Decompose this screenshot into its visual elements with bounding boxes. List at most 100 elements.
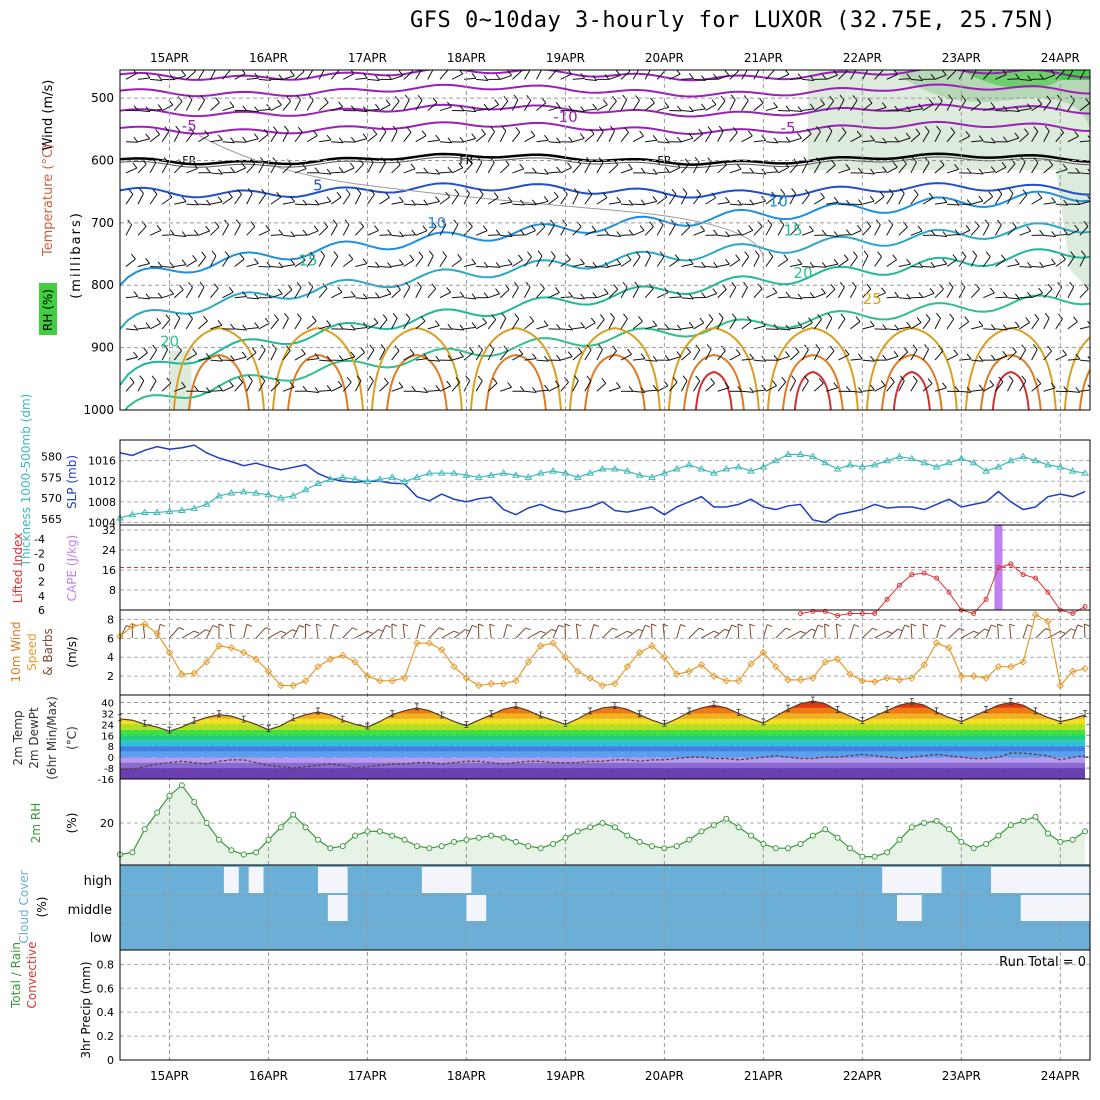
minmax-mark	[711, 700, 716, 708]
precip-tick: 0	[107, 1054, 114, 1067]
wind-barb	[1027, 291, 1032, 298]
wind-barb	[459, 351, 464, 358]
wind-barb	[633, 390, 646, 393]
wind-barb	[589, 128, 595, 135]
wind-barb	[705, 131, 713, 143]
wind-barb	[435, 196, 440, 202]
axis-label: (%)	[35, 897, 49, 918]
wind-barb	[954, 386, 960, 392]
wind-barb	[681, 351, 691, 361]
wind-barb	[1046, 95, 1052, 102]
wind-barb	[633, 358, 646, 361]
rh-point	[611, 824, 618, 831]
wind-barb	[777, 224, 785, 236]
wind-barb	[149, 229, 162, 236]
wind-barb	[729, 70, 739, 80]
wind-barb	[229, 101, 235, 108]
wind-barb	[477, 157, 483, 163]
wind-barb	[451, 381, 461, 392]
wind-barb	[608, 350, 617, 361]
wind-barb	[246, 138, 259, 143]
wind-barb	[492, 377, 498, 384]
minmax-mark	[315, 707, 320, 715]
wind-barb	[596, 266, 609, 268]
wind-barb	[995, 166, 1007, 174]
wind-barb	[217, 134, 223, 141]
wind-barb	[821, 73, 827, 80]
wind-barb	[488, 293, 500, 299]
wind-barb	[550, 251, 556, 257]
wind-barb	[1007, 263, 1020, 268]
wind-barb	[253, 133, 259, 140]
wind-barb	[379, 197, 390, 205]
wind-barb	[657, 171, 670, 174]
minmax-mark	[984, 706, 989, 713]
wind-speed-point	[833, 655, 842, 663]
wind-barb	[455, 376, 461, 383]
wind-barb	[415, 286, 422, 298]
wind-barb	[399, 196, 404, 203]
wind-barb	[867, 97, 873, 104]
wind-barb-10m	[1035, 628, 1047, 639]
date-label-bottom: 17APR	[348, 1069, 387, 1083]
wind-barb	[125, 224, 133, 236]
wind-barb	[893, 351, 899, 357]
wind-barb	[910, 230, 923, 236]
wind-barb	[434, 320, 440, 326]
wind-barb	[753, 139, 766, 143]
wind-barb	[380, 344, 386, 350]
wind-barb	[350, 324, 356, 331]
wind-barb	[730, 94, 736, 101]
wind-barb	[1055, 354, 1067, 361]
wind-barb	[906, 73, 912, 79]
thickness-point	[499, 469, 508, 476]
wind-barb	[841, 127, 847, 133]
date-label-top: 16APR	[249, 51, 288, 65]
wind-barb	[403, 318, 411, 330]
wind-speed-point	[512, 677, 520, 685]
wind-barb	[640, 167, 646, 174]
wind-barb	[676, 291, 682, 298]
wind-barb	[869, 195, 875, 202]
wind-barb	[210, 389, 223, 392]
wind-barb	[1026, 225, 1032, 232]
wind-speed-point	[450, 662, 458, 671]
wind-barb	[471, 106, 477, 112]
wind-barb	[515, 127, 521, 133]
wind-barb	[971, 359, 984, 362]
wind-barb	[495, 288, 500, 295]
wind-barb	[263, 129, 269, 135]
wind-barb	[555, 101, 561, 108]
wind-barb	[826, 201, 839, 205]
wind-barb	[137, 327, 151, 330]
wind-barb	[173, 130, 181, 142]
wind-barb	[548, 70, 557, 80]
wind-barb	[910, 194, 919, 205]
wind-barb	[487, 319, 497, 330]
wind-barb	[198, 230, 210, 236]
wind-barb	[773, 354, 779, 361]
rh-point	[1007, 822, 1014, 829]
wind-barb	[355, 138, 368, 143]
wind-barb-10m	[948, 628, 960, 639]
wind-barb	[922, 318, 931, 330]
wind-barb	[758, 97, 764, 104]
wind-barb	[145, 322, 151, 328]
wind-barb	[355, 352, 366, 361]
wind-barb	[954, 164, 959, 170]
wind-barb	[1079, 255, 1086, 267]
wind-barb	[210, 226, 220, 236]
wind-barb	[681, 226, 691, 236]
wind-barb	[729, 287, 737, 298]
wind-barb	[978, 168, 984, 175]
wind-barb	[1007, 137, 1020, 143]
rh-point	[253, 849, 260, 856]
wind-barb	[850, 321, 861, 330]
wind-barb	[580, 73, 586, 79]
wind-barb	[254, 322, 260, 328]
wind-barb	[205, 353, 211, 359]
wind-barb	[990, 102, 996, 108]
wind-barb	[132, 162, 138, 169]
wind-barb	[652, 196, 658, 202]
wind-barb	[499, 130, 507, 142]
